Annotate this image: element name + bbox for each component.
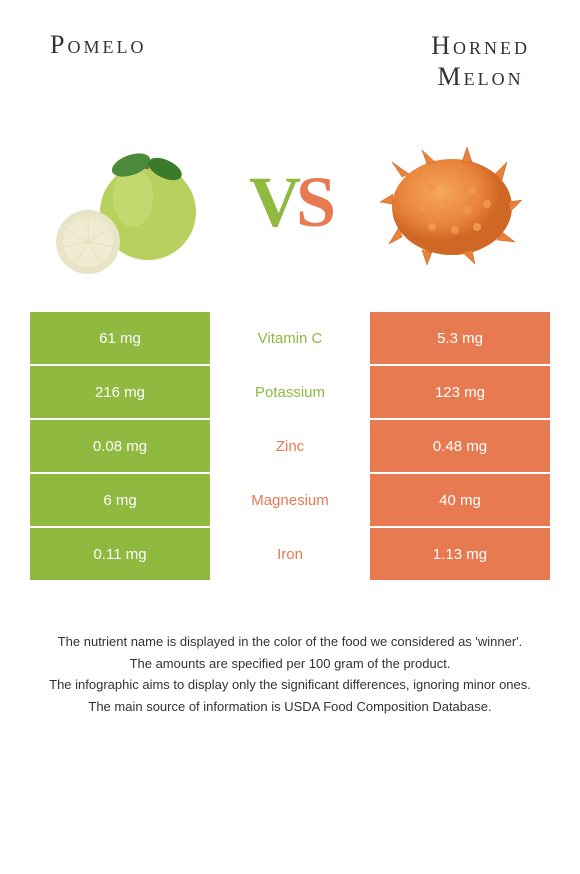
cell-right: 0.48 mg	[370, 420, 550, 472]
header: Pomelo Horned Melon	[0, 0, 580, 112]
cell-nutrient: Potassium	[210, 366, 370, 418]
title-pomelo: Pomelo	[50, 30, 146, 92]
footer-line1: The nutrient name is displayed in the co…	[20, 632, 560, 652]
table-row: 0.08 mgZinc0.48 mg	[30, 420, 550, 474]
table-row: 6 mgMagnesium40 mg	[30, 474, 550, 528]
cell-left: 216 mg	[30, 366, 210, 418]
cell-right: 1.13 mg	[370, 528, 550, 580]
vs-s: S	[296, 162, 331, 242]
title-right-line1: Horned	[431, 31, 530, 60]
comparison-table: 61 mgVitamin C5.3 mg216 mgPotassium123 m…	[0, 312, 580, 582]
vs-v: V	[249, 162, 296, 242]
horned-melon-image	[377, 127, 527, 277]
vs-label: VS	[249, 161, 331, 244]
table-row: 0.11 mgIron1.13 mg	[30, 528, 550, 582]
cell-left: 0.08 mg	[30, 420, 210, 472]
footer-line4: The main source of information is USDA F…	[20, 697, 560, 717]
footer-notes: The nutrient name is displayed in the co…	[0, 582, 580, 716]
table-row: 61 mgVitamin C5.3 mg	[30, 312, 550, 366]
images-row: VS	[0, 112, 580, 312]
title-right-line2: Melon	[438, 62, 524, 91]
title-horned-melon: Horned Melon	[431, 30, 530, 92]
cell-left: 6 mg	[30, 474, 210, 526]
table-row: 216 mgPotassium123 mg	[30, 366, 550, 420]
cell-left: 61 mg	[30, 312, 210, 364]
cell-right: 123 mg	[370, 366, 550, 418]
cell-nutrient: Iron	[210, 528, 370, 580]
cell-nutrient: Zinc	[210, 420, 370, 472]
cell-nutrient: Magnesium	[210, 474, 370, 526]
cell-right: 5.3 mg	[370, 312, 550, 364]
cell-left: 0.11 mg	[30, 528, 210, 580]
footer-line3: The infographic aims to display only the…	[20, 675, 560, 695]
cell-right: 40 mg	[370, 474, 550, 526]
pomelo-image	[53, 127, 203, 277]
footer-line2: The amounts are specified per 100 gram o…	[20, 654, 560, 674]
cell-nutrient: Vitamin C	[210, 312, 370, 364]
